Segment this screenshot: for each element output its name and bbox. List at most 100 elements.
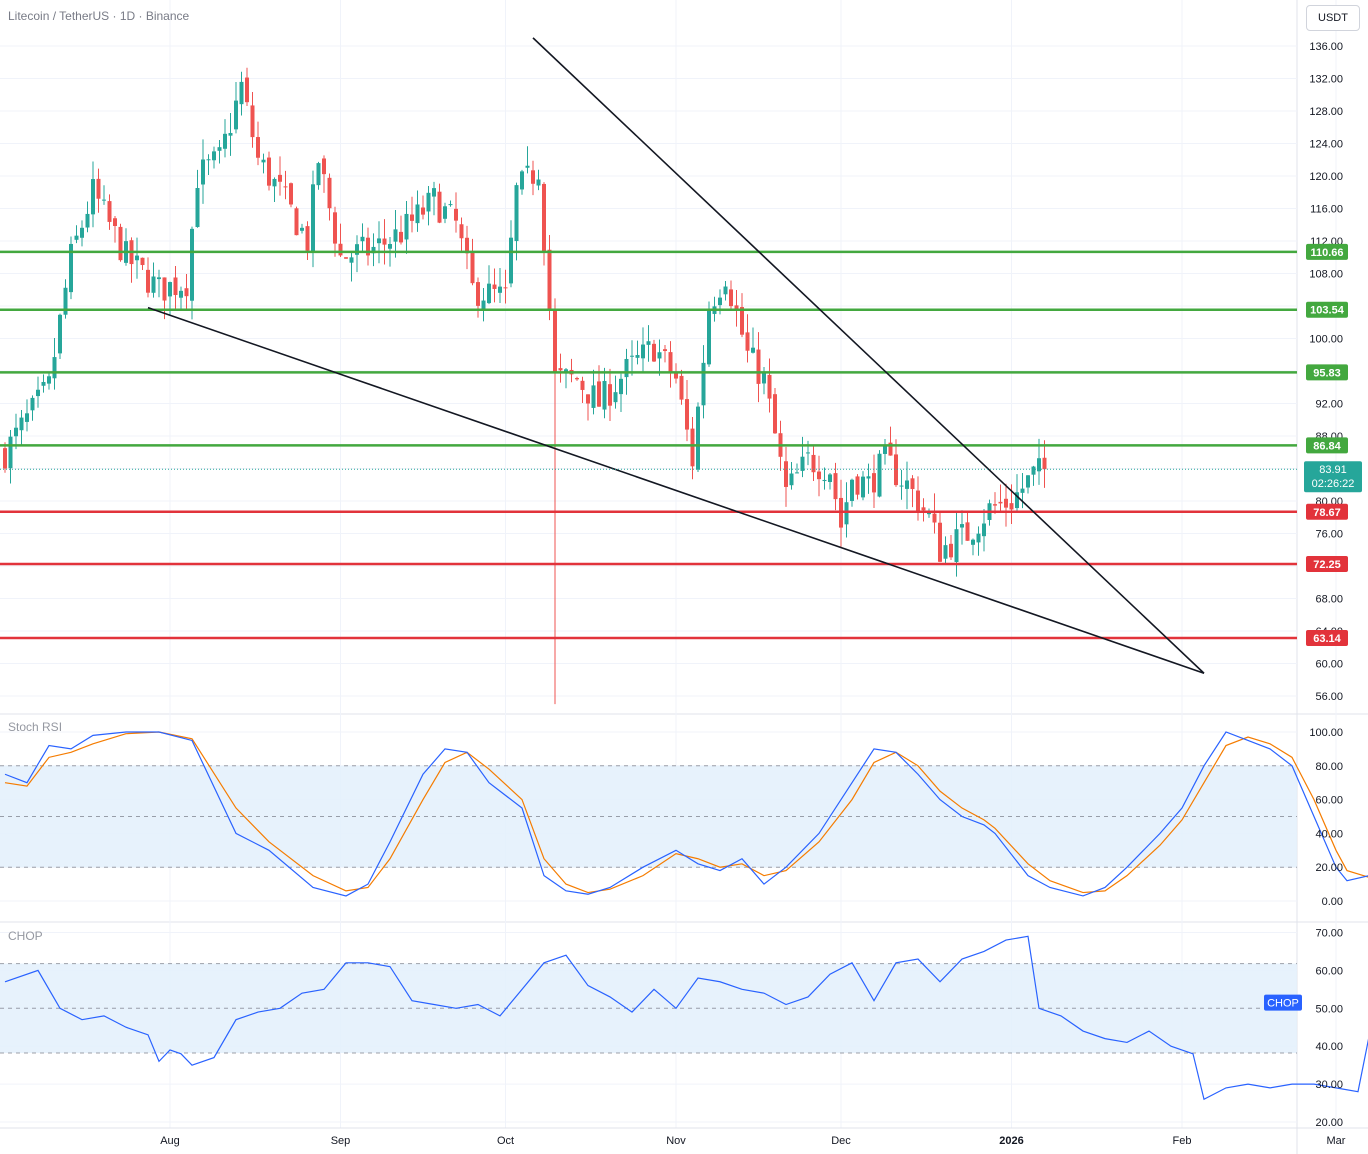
stoch-rsi-panel-label: Stoch RSI <box>8 720 63 734</box>
level-tag-bg <box>1306 629 1348 646</box>
candle-body <box>476 282 480 306</box>
candle-body <box>558 368 563 371</box>
price-tick-label: 108.00 <box>1309 269 1343 281</box>
candle-body <box>525 165 530 168</box>
candle-body <box>756 349 761 384</box>
chop-tick-label: 50.00 <box>1315 1003 1343 1015</box>
candle-body <box>547 249 552 310</box>
candle-body <box>971 539 975 545</box>
candle-body <box>1015 492 1019 509</box>
candle-body <box>322 158 326 175</box>
candle-body <box>1026 475 1030 488</box>
candle-body <box>976 533 981 543</box>
last-price-tag: 83.91 02:26:22 <box>1304 461 1362 493</box>
candle-body <box>663 349 667 351</box>
time-tick-label: 2026 <box>999 1135 1023 1147</box>
candle-body <box>536 179 541 186</box>
candle-body <box>652 343 656 362</box>
candle-body <box>905 480 909 489</box>
candle-body <box>360 236 365 242</box>
stoch-tick-label: 100.00 <box>1309 727 1343 739</box>
candle-body <box>751 347 755 353</box>
candle-body <box>261 159 266 163</box>
candle-body <box>492 284 497 289</box>
candle-body <box>443 206 447 219</box>
stoch-tick-label: 60.00 <box>1315 795 1343 807</box>
candle-body <box>283 186 288 188</box>
last-price-text: 83.91 <box>1319 464 1347 476</box>
chop-tick-label: 40.00 <box>1315 1041 1343 1053</box>
candle-body <box>811 454 816 473</box>
stoch-tick-label: 80.00 <box>1315 761 1343 773</box>
candle-body <box>338 243 343 256</box>
candle-body <box>938 522 942 562</box>
candle-body <box>256 137 260 158</box>
candle-body <box>866 476 871 479</box>
candle-body <box>8 436 13 469</box>
candle-body <box>113 218 117 227</box>
candle-body <box>377 238 381 244</box>
level-price-tag: 78.67 <box>1306 503 1348 520</box>
candle-body <box>432 188 436 197</box>
price-tick-label: 76.00 <box>1315 529 1343 541</box>
symbol-title: Litecoin / TetherUS · 1D · Binance <box>8 9 190 23</box>
chop-value-tag: CHOP <box>1264 994 1302 1011</box>
candle-body <box>146 269 150 293</box>
chop-tick-label: 30.00 <box>1315 1079 1343 1091</box>
level-tag-text: 72.25 <box>1313 559 1341 571</box>
currency-selector-button[interactable]: USDT <box>1306 5 1360 31</box>
level-tag-text: 63.14 <box>1313 633 1341 645</box>
candle-body <box>118 226 123 261</box>
level-price-tag: 110.66 <box>1306 243 1348 260</box>
price-tick-label: 136.00 <box>1309 41 1343 53</box>
candle-body <box>448 204 453 206</box>
candle-body <box>833 473 838 500</box>
price-tick-label: 128.00 <box>1309 106 1343 118</box>
candle-body <box>465 237 469 254</box>
time-tick-label: Dec <box>831 1135 851 1147</box>
candle-body <box>498 286 502 293</box>
candle-body <box>800 456 805 471</box>
candle-body <box>426 192 431 212</box>
candle-body <box>91 179 95 215</box>
candle-body <box>140 257 145 266</box>
candle-body <box>855 476 860 495</box>
candle-body <box>316 163 321 186</box>
candle-body <box>212 151 216 161</box>
candle-body <box>932 513 937 523</box>
candle-body <box>993 504 997 506</box>
candle-body <box>773 394 777 434</box>
candle-body <box>888 442 893 456</box>
chop-tick-label: 20.00 <box>1315 1117 1343 1129</box>
candle-body <box>657 352 662 359</box>
candle-body <box>294 208 299 236</box>
candle-body <box>80 227 84 238</box>
level-tag-bg <box>1306 503 1348 520</box>
candle-body <box>602 380 607 410</box>
candle-body <box>399 231 403 243</box>
candle-body <box>481 300 486 309</box>
candle-body <box>1031 466 1036 475</box>
candle-body <box>41 381 46 386</box>
time-tick-label: Nov <box>666 1135 686 1147</box>
level-tag-text: 95.83 <box>1313 367 1341 379</box>
chop-tag-text: CHOP <box>1267 998 1299 1010</box>
candle-body <box>355 244 359 255</box>
time-tick-label: Feb <box>1173 1135 1192 1147</box>
candle-body <box>784 461 788 487</box>
level-tag-bg <box>1306 301 1348 318</box>
candle-body <box>740 307 744 335</box>
candle-body <box>267 157 271 186</box>
candle-body <box>371 246 376 254</box>
candle-body <box>487 283 491 304</box>
candle-body <box>597 381 601 407</box>
candle-body <box>245 77 249 103</box>
candle-body <box>173 277 178 296</box>
candle-body <box>531 170 535 184</box>
level-tag-text: 110.66 <box>1310 247 1343 259</box>
candle-body <box>327 177 332 209</box>
level-tag-bg <box>1306 243 1348 260</box>
trendline <box>532 37 1205 674</box>
price-tick-label: 68.00 <box>1315 594 1343 606</box>
